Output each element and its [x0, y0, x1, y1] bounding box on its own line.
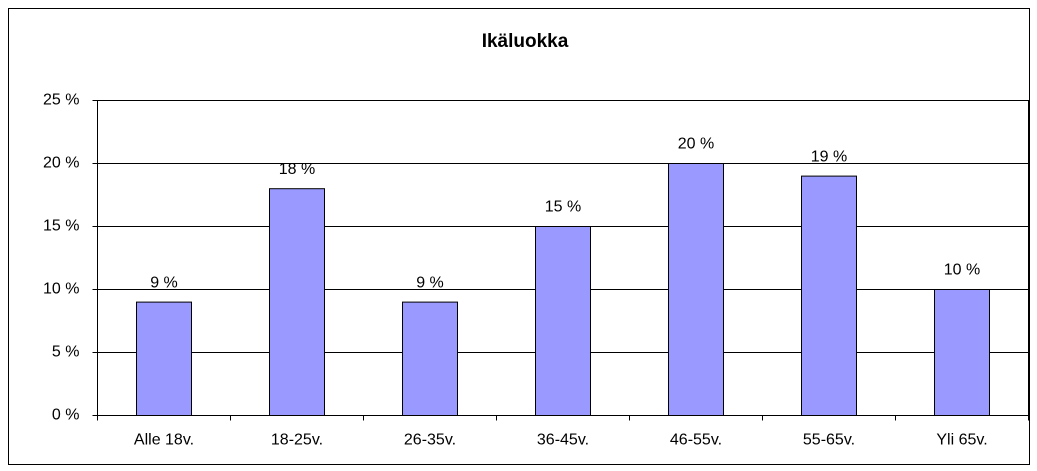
chart-title: Ikäluokka	[482, 31, 569, 52]
x-tick-label: 55-65v.	[803, 432, 855, 449]
bar	[136, 301, 192, 417]
y-tick-label: 10 %	[43, 281, 79, 298]
value-label: 18 %	[279, 161, 315, 178]
value-label: 20 %	[678, 136, 714, 153]
y-tick-label: 25 %	[43, 92, 79, 109]
bar	[668, 163, 724, 416]
y-tick-label: 20 %	[43, 155, 79, 172]
x-tick-label: Yli 65v.	[936, 432, 987, 449]
x-tick-label: 46-55v.	[670, 432, 722, 449]
x-tick-label: 26-35v.	[404, 432, 456, 449]
bar	[535, 226, 591, 416]
y-tick-label: 15 %	[43, 218, 79, 235]
bar	[269, 188, 325, 416]
value-label: 19 %	[811, 148, 847, 165]
bar	[934, 289, 990, 416]
y-tick-label: 5 %	[52, 344, 80, 361]
y-tick-label: 0 %	[52, 407, 80, 424]
value-label: 9 %	[416, 274, 444, 291]
x-tick-label: 18-25v.	[271, 432, 323, 449]
value-label: 15 %	[545, 199, 581, 216]
value-label: 10 %	[944, 262, 980, 279]
value-label: 9 %	[150, 274, 178, 291]
x-tick-label: Alle 18v.	[134, 432, 194, 449]
x-tick-label: 36-45v.	[537, 432, 589, 449]
bar	[402, 301, 458, 417]
bar	[801, 175, 857, 416]
